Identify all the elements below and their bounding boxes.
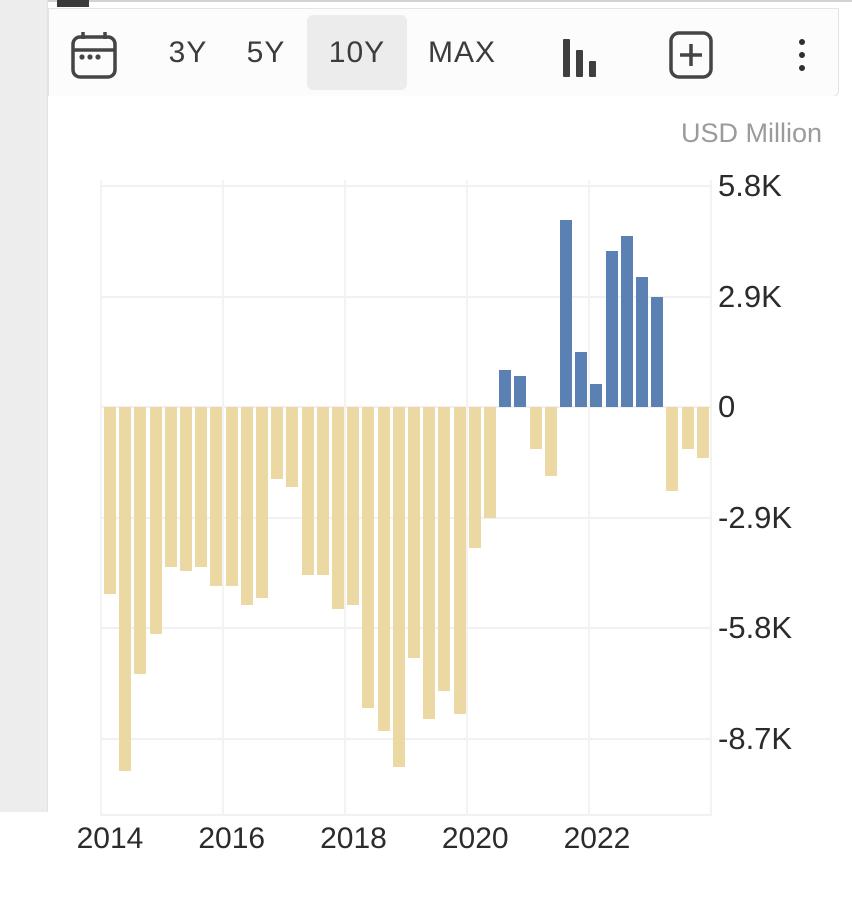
- bar-2016-q2[interactable]: [241, 407, 253, 606]
- range-button-3y[interactable]: 3Y: [159, 9, 217, 96]
- kebab-menu-icon: [799, 39, 805, 45]
- v-gridline: [100, 180, 102, 816]
- bar-2015-q4[interactable]: [210, 407, 222, 587]
- bar-2019-q4[interactable]: [454, 407, 466, 714]
- bar-2017-q3[interactable]: [317, 407, 329, 575]
- plus-square-icon: [667, 31, 717, 83]
- bar-2020-q4[interactable]: [514, 376, 526, 407]
- bar-2016-q3[interactable]: [256, 407, 268, 598]
- bar-2015-q2[interactable]: [180, 407, 192, 571]
- bar-2022-q2[interactable]: [606, 250, 618, 407]
- menu-button[interactable]: [785, 31, 819, 79]
- bar-2020-q3[interactable]: [499, 370, 511, 407]
- bar-2018-q1[interactable]: [347, 407, 359, 606]
- h-gridline: [100, 627, 712, 629]
- chart-card: USD Million 5.8K 2.9K 0 -2.9K -5.8K -8.7K 201…: [48, 96, 852, 900]
- bar-2017-q1[interactable]: [286, 407, 298, 488]
- bar-2015-q3[interactable]: [195, 407, 207, 568]
- range-button-10y[interactable]: 10Y: [307, 15, 407, 90]
- bar-2023-q2[interactable]: [666, 407, 678, 491]
- h-gridline: [100, 406, 712, 408]
- bar-2017-q2[interactable]: [302, 407, 314, 575]
- v-gridline: [588, 180, 590, 816]
- calendar-button[interactable]: [69, 29, 119, 81]
- bar-2022-q3[interactable]: [621, 235, 633, 407]
- bar-2019-q3[interactable]: [438, 407, 450, 691]
- bar-2014-q3[interactable]: [134, 407, 146, 674]
- y-tick-label: -5.8K: [718, 610, 793, 645]
- bar-2016-q1[interactable]: [226, 407, 238, 587]
- bar-2023-q3[interactable]: [682, 407, 694, 449]
- column-chart-icon: [562, 39, 570, 77]
- bar-2014-q2[interactable]: [119, 407, 131, 771]
- bar-2019-q2[interactable]: [423, 407, 435, 720]
- y-tick-label: 0: [718, 389, 736, 424]
- bar-2021-q2[interactable]: [545, 407, 557, 476]
- v-gridline: [344, 180, 346, 816]
- browser-chrome-remnant: [57, 0, 89, 7]
- top-border-line: [48, 0, 852, 2]
- bar-2014-q1[interactable]: [104, 407, 116, 594]
- bar-2022-q4[interactable]: [636, 277, 648, 407]
- compare-button[interactable]: [667, 30, 717, 80]
- bar-2018-q4[interactable]: [393, 407, 405, 768]
- h-gridline: [100, 295, 712, 298]
- chart-toolbar: 3Y 5Y 10Y MAX: [48, 8, 839, 97]
- h-gridline: [100, 516, 712, 519]
- bar-2016-q4[interactable]: [271, 407, 283, 480]
- v-gridline: [222, 180, 224, 816]
- y-tick-label: -2.9K: [718, 499, 793, 535]
- range-button-5y[interactable]: 5Y: [237, 9, 295, 96]
- y-tick-label: 2.9K: [718, 278, 782, 314]
- v-gridline: [466, 180, 468, 816]
- bar-2018-q3[interactable]: [378, 407, 390, 731]
- bar-2020-q1[interactable]: [469, 407, 481, 548]
- range-button-max[interactable]: MAX: [421, 9, 503, 96]
- bar-2017-q4[interactable]: [332, 407, 344, 609]
- bar-2021-q1[interactable]: [530, 407, 542, 449]
- y-tick-label: 5.8K: [718, 168, 782, 203]
- x-tick-label: 2022: [563, 822, 631, 855]
- h-gridline: [100, 185, 712, 187]
- left-gutter: [0, 0, 48, 812]
- bar-2021-q4[interactable]: [575, 351, 587, 407]
- plot-area: [100, 180, 712, 816]
- x-tick-label: 2018: [320, 822, 387, 855]
- v-gridline: [710, 180, 712, 816]
- unit-label: USD Million: [680, 118, 822, 148]
- bar-2021-q3[interactable]: [560, 220, 572, 407]
- calendar-icon: [69, 32, 119, 84]
- chart-type-button[interactable]: [555, 33, 603, 77]
- bar-2015-q1[interactable]: [165, 407, 177, 568]
- bar-2018-q2[interactable]: [362, 407, 374, 709]
- bar-2022-q1[interactable]: [590, 384, 602, 407]
- h-gridline: [100, 814, 712, 816]
- bar-2019-q1[interactable]: [408, 407, 420, 659]
- x-tick-label: 2020: [441, 822, 509, 855]
- bar-2023-q4[interactable]: [697, 407, 709, 459]
- bar-2023-q1[interactable]: [651, 296, 663, 407]
- x-tick-label: 2014: [76, 822, 144, 855]
- x-tick-label: 2016: [198, 822, 266, 855]
- bar-2020-q2[interactable]: [484, 407, 496, 518]
- y-tick-label: -8.7K: [718, 720, 793, 756]
- h-gridline: [100, 737, 712, 740]
- bar-2014-q4[interactable]: [150, 407, 162, 634]
